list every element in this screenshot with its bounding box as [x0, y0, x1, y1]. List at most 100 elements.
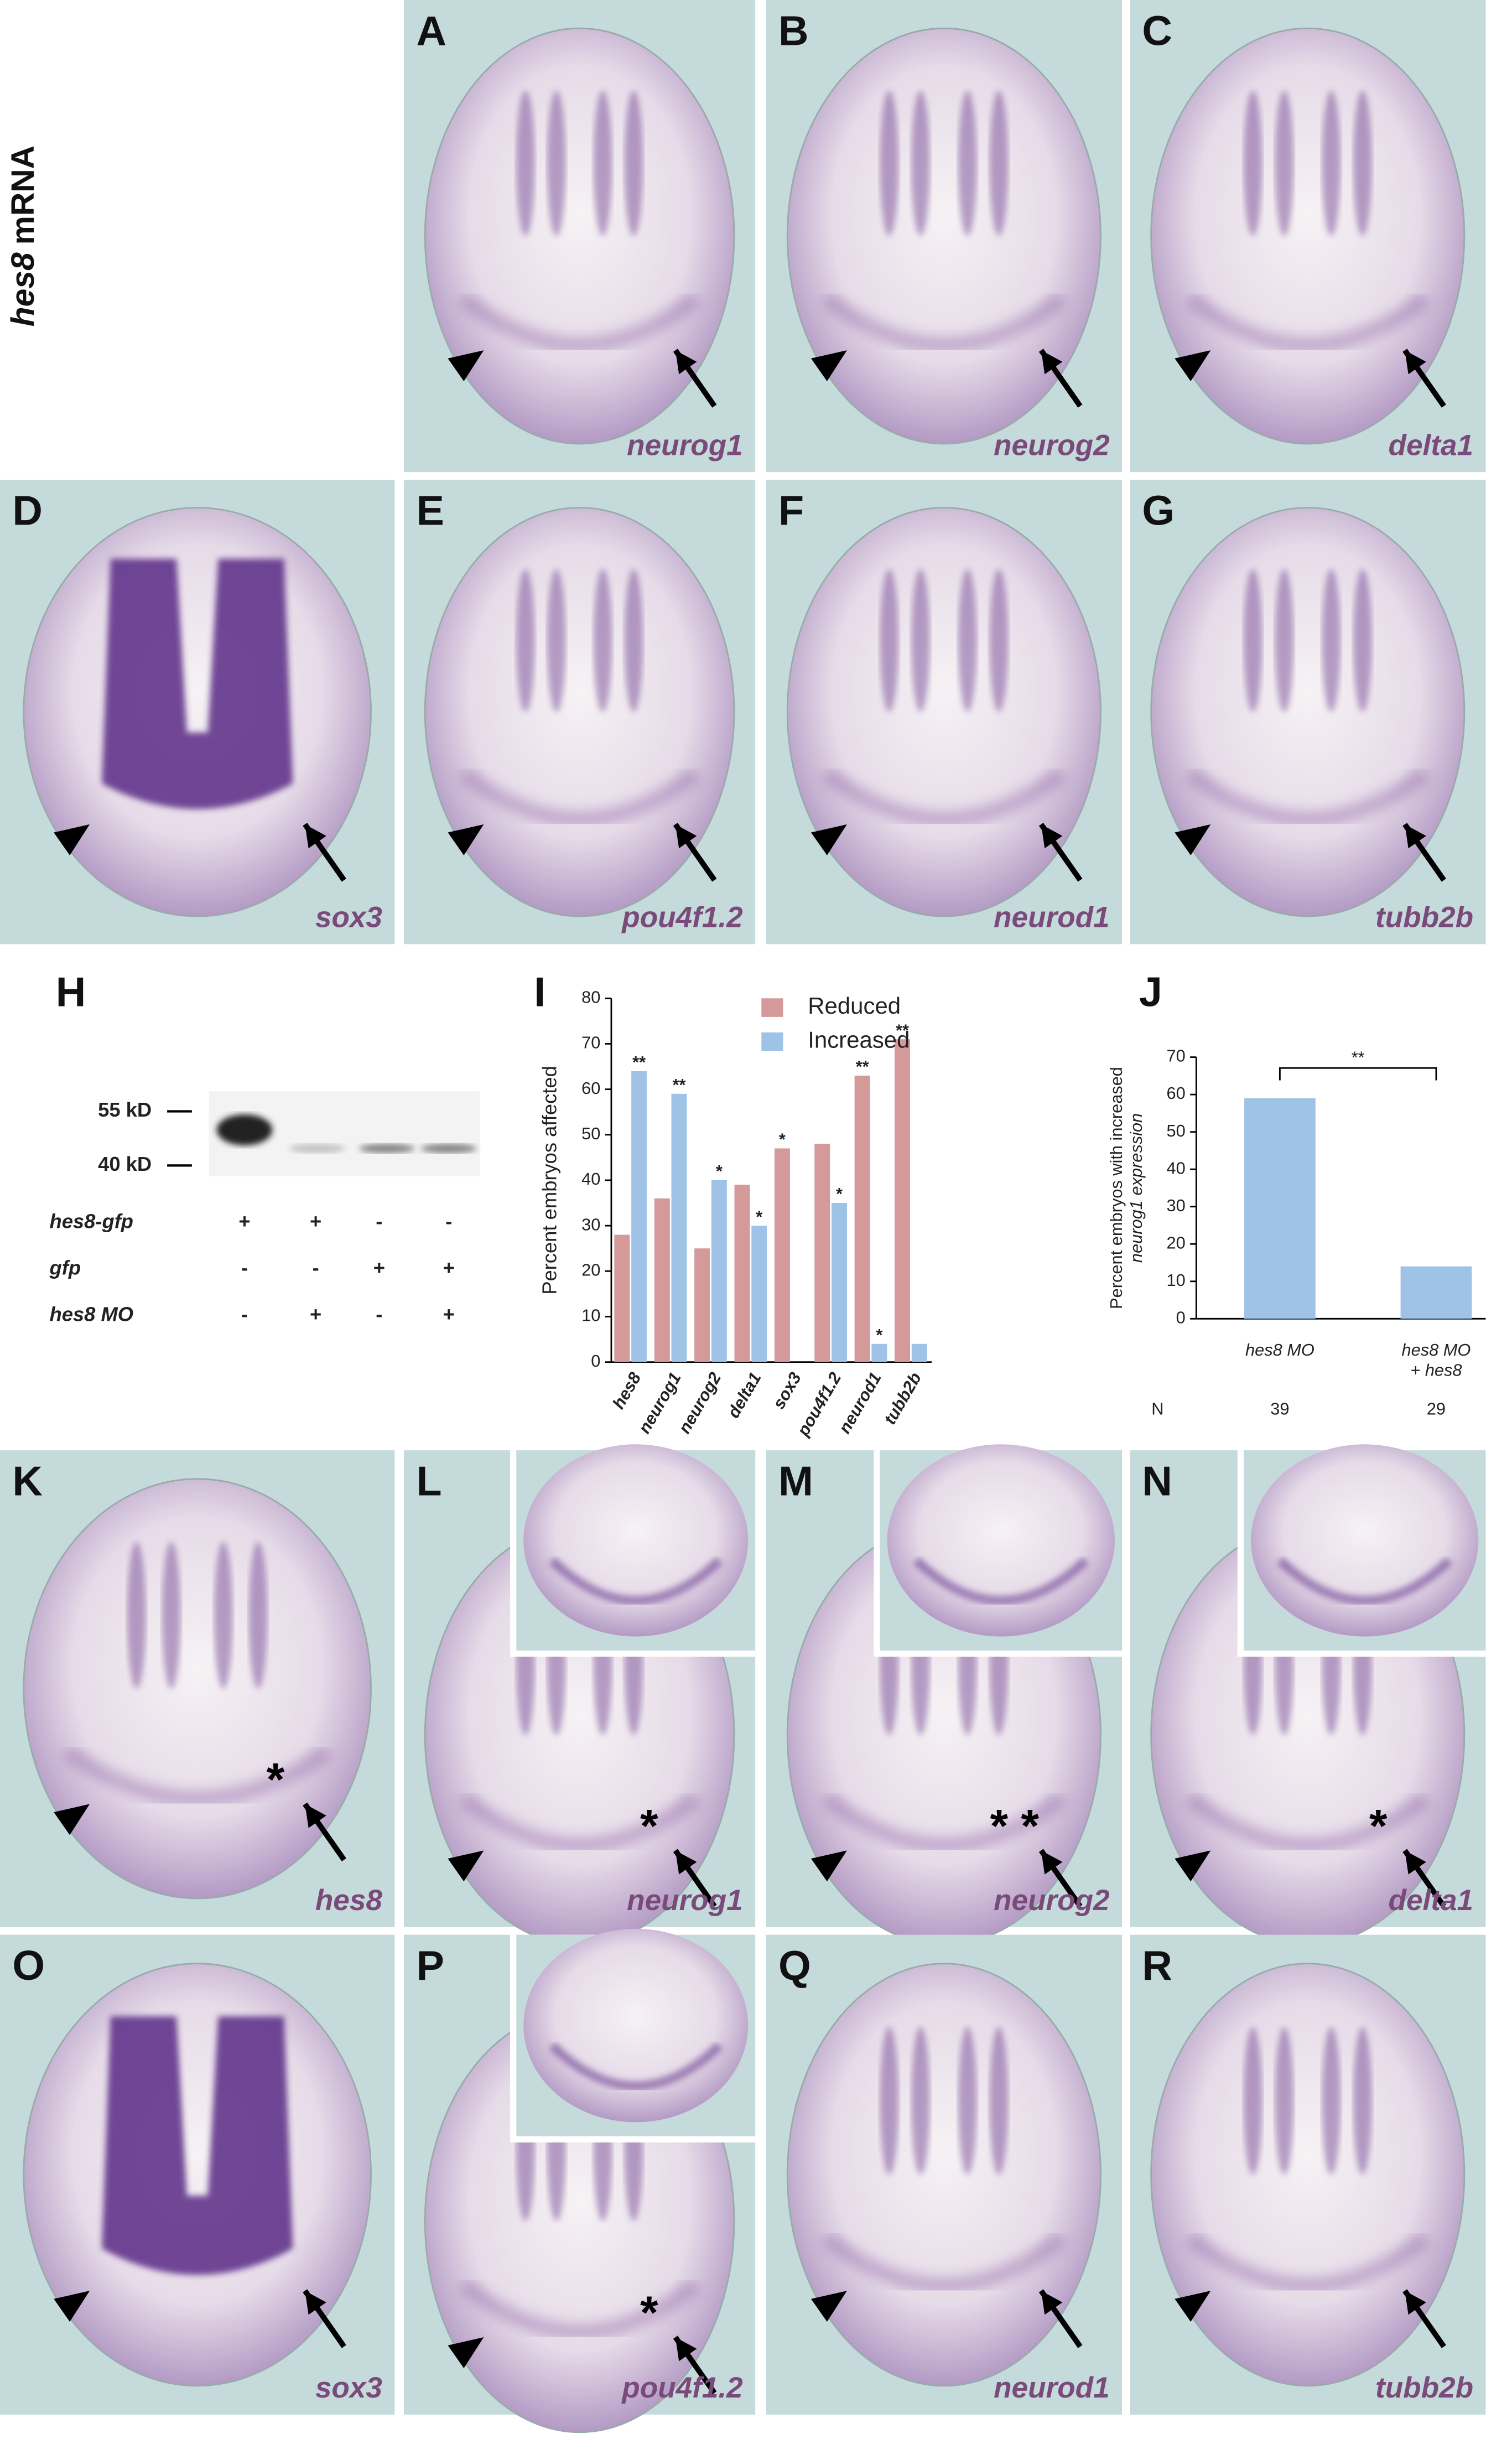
condition-sign: -	[313, 1256, 319, 1279]
gene-label: pou4f1.2	[621, 901, 742, 934]
stain-stripe	[911, 2027, 930, 2175]
arrowhead	[54, 2291, 90, 2322]
row-gene: hes8	[4, 252, 40, 326]
bar	[895, 1039, 911, 1362]
y-tick-label: 60	[1167, 1083, 1186, 1103]
embryo	[23, 1963, 372, 2387]
condition-sign: -	[241, 1256, 248, 1279]
panel-letter: M	[778, 1459, 813, 1505]
bar	[854, 1075, 870, 1362]
condition-sign: +	[238, 1210, 250, 1233]
inset-embryo	[523, 1928, 749, 2123]
condition-sign: +	[310, 1210, 321, 1233]
embryo	[1150, 1963, 1466, 2387]
stain-stripe	[593, 90, 612, 236]
embryo	[786, 1963, 1101, 2387]
y-tick-label: 10	[581, 1306, 600, 1325]
gene-label: delta1	[1389, 429, 1474, 461]
inset-embryo	[1251, 1444, 1479, 1637]
stain-stripe	[1243, 569, 1262, 712]
stain-stripe	[547, 90, 566, 236]
arrowhead	[1175, 2291, 1211, 2322]
gene-label: neurog2	[994, 1884, 1110, 1917]
bar	[871, 1343, 887, 1362]
bar	[711, 1180, 727, 1362]
stain-stripe	[880, 90, 899, 236]
y-tick-label: 70	[1167, 1046, 1186, 1066]
gene-label: tubb2b	[1375, 2372, 1473, 2404]
panel-letter: P	[416, 1943, 444, 1989]
arrow-shaft	[303, 823, 346, 882]
stain-stripe	[1322, 2027, 1340, 2175]
inset-band	[549, 2042, 723, 2091]
arrowhead	[811, 350, 847, 381]
embryo	[786, 27, 1101, 445]
significance: **	[632, 1052, 646, 1072]
marker-label: 40 kD	[98, 1153, 152, 1175]
stain-band	[459, 292, 700, 353]
significance: *	[876, 1325, 882, 1345]
bar	[734, 1185, 750, 1362]
condition-sign: -	[376, 1210, 382, 1233]
stain-stripe	[1275, 2027, 1294, 2175]
condition-sign: +	[443, 1256, 455, 1279]
legend-label: Reduced	[808, 993, 901, 1019]
bar	[814, 1144, 830, 1362]
stain-stripe	[1275, 90, 1294, 236]
inset-band	[1276, 1557, 1453, 1605]
row-text: mRNA	[4, 146, 40, 245]
stain-stripe	[516, 90, 535, 236]
panel-letter: C	[1142, 8, 1172, 54]
arrow-shaft	[1402, 823, 1446, 882]
stain-band	[1185, 767, 1430, 827]
x-tick-label: tubb2b	[880, 1369, 926, 1428]
arrow-shaft	[673, 2336, 717, 2395]
y-tick-label: 30	[1167, 1196, 1186, 1215]
gene-label: neurog1	[627, 429, 743, 461]
inset-embryo	[523, 1444, 749, 1637]
arrowhead	[811, 824, 847, 855]
gene-label: hes8	[315, 1884, 383, 1917]
significance: **	[856, 1057, 869, 1076]
panel-letter: K	[12, 1459, 43, 1505]
bar	[911, 1343, 927, 1362]
stain-stripe	[989, 569, 1009, 712]
legend-swatch	[761, 998, 783, 1017]
panel-letter: B	[778, 8, 809, 54]
stain-stripe	[1275, 569, 1294, 712]
panel-letter: D	[12, 488, 43, 535]
embryo	[786, 507, 1101, 917]
bar	[614, 1234, 630, 1362]
arrowhead	[54, 824, 90, 855]
panel-letter: O	[12, 1943, 45, 1989]
condition-label: hes8 MO	[50, 1303, 134, 1325]
embryo	[23, 507, 372, 917]
significance-bracket	[1279, 1067, 1437, 1081]
arrow-shaft	[1402, 1849, 1446, 1908]
panel-letter: N	[1142, 1459, 1172, 1505]
stain-stripe	[1243, 2027, 1262, 2175]
y-tick-label: 20	[581, 1260, 600, 1279]
arrowhead	[448, 350, 484, 381]
panel-letter: H	[56, 969, 86, 1016]
condition-sign: -	[376, 1303, 382, 1325]
bar	[774, 1148, 790, 1362]
arrowhead	[1175, 824, 1211, 855]
stain-stripe	[516, 569, 535, 712]
significance: *	[716, 1161, 723, 1181]
bar	[631, 1071, 647, 1362]
arrow-shaft	[1402, 349, 1446, 408]
arrowhead	[54, 1804, 90, 1835]
inset-band	[913, 1557, 1089, 1605]
panel-letter: Q	[778, 1943, 811, 1989]
condition-sign: -	[241, 1303, 248, 1325]
arrowhead	[448, 824, 484, 855]
n-value: 29	[1427, 1399, 1446, 1419]
